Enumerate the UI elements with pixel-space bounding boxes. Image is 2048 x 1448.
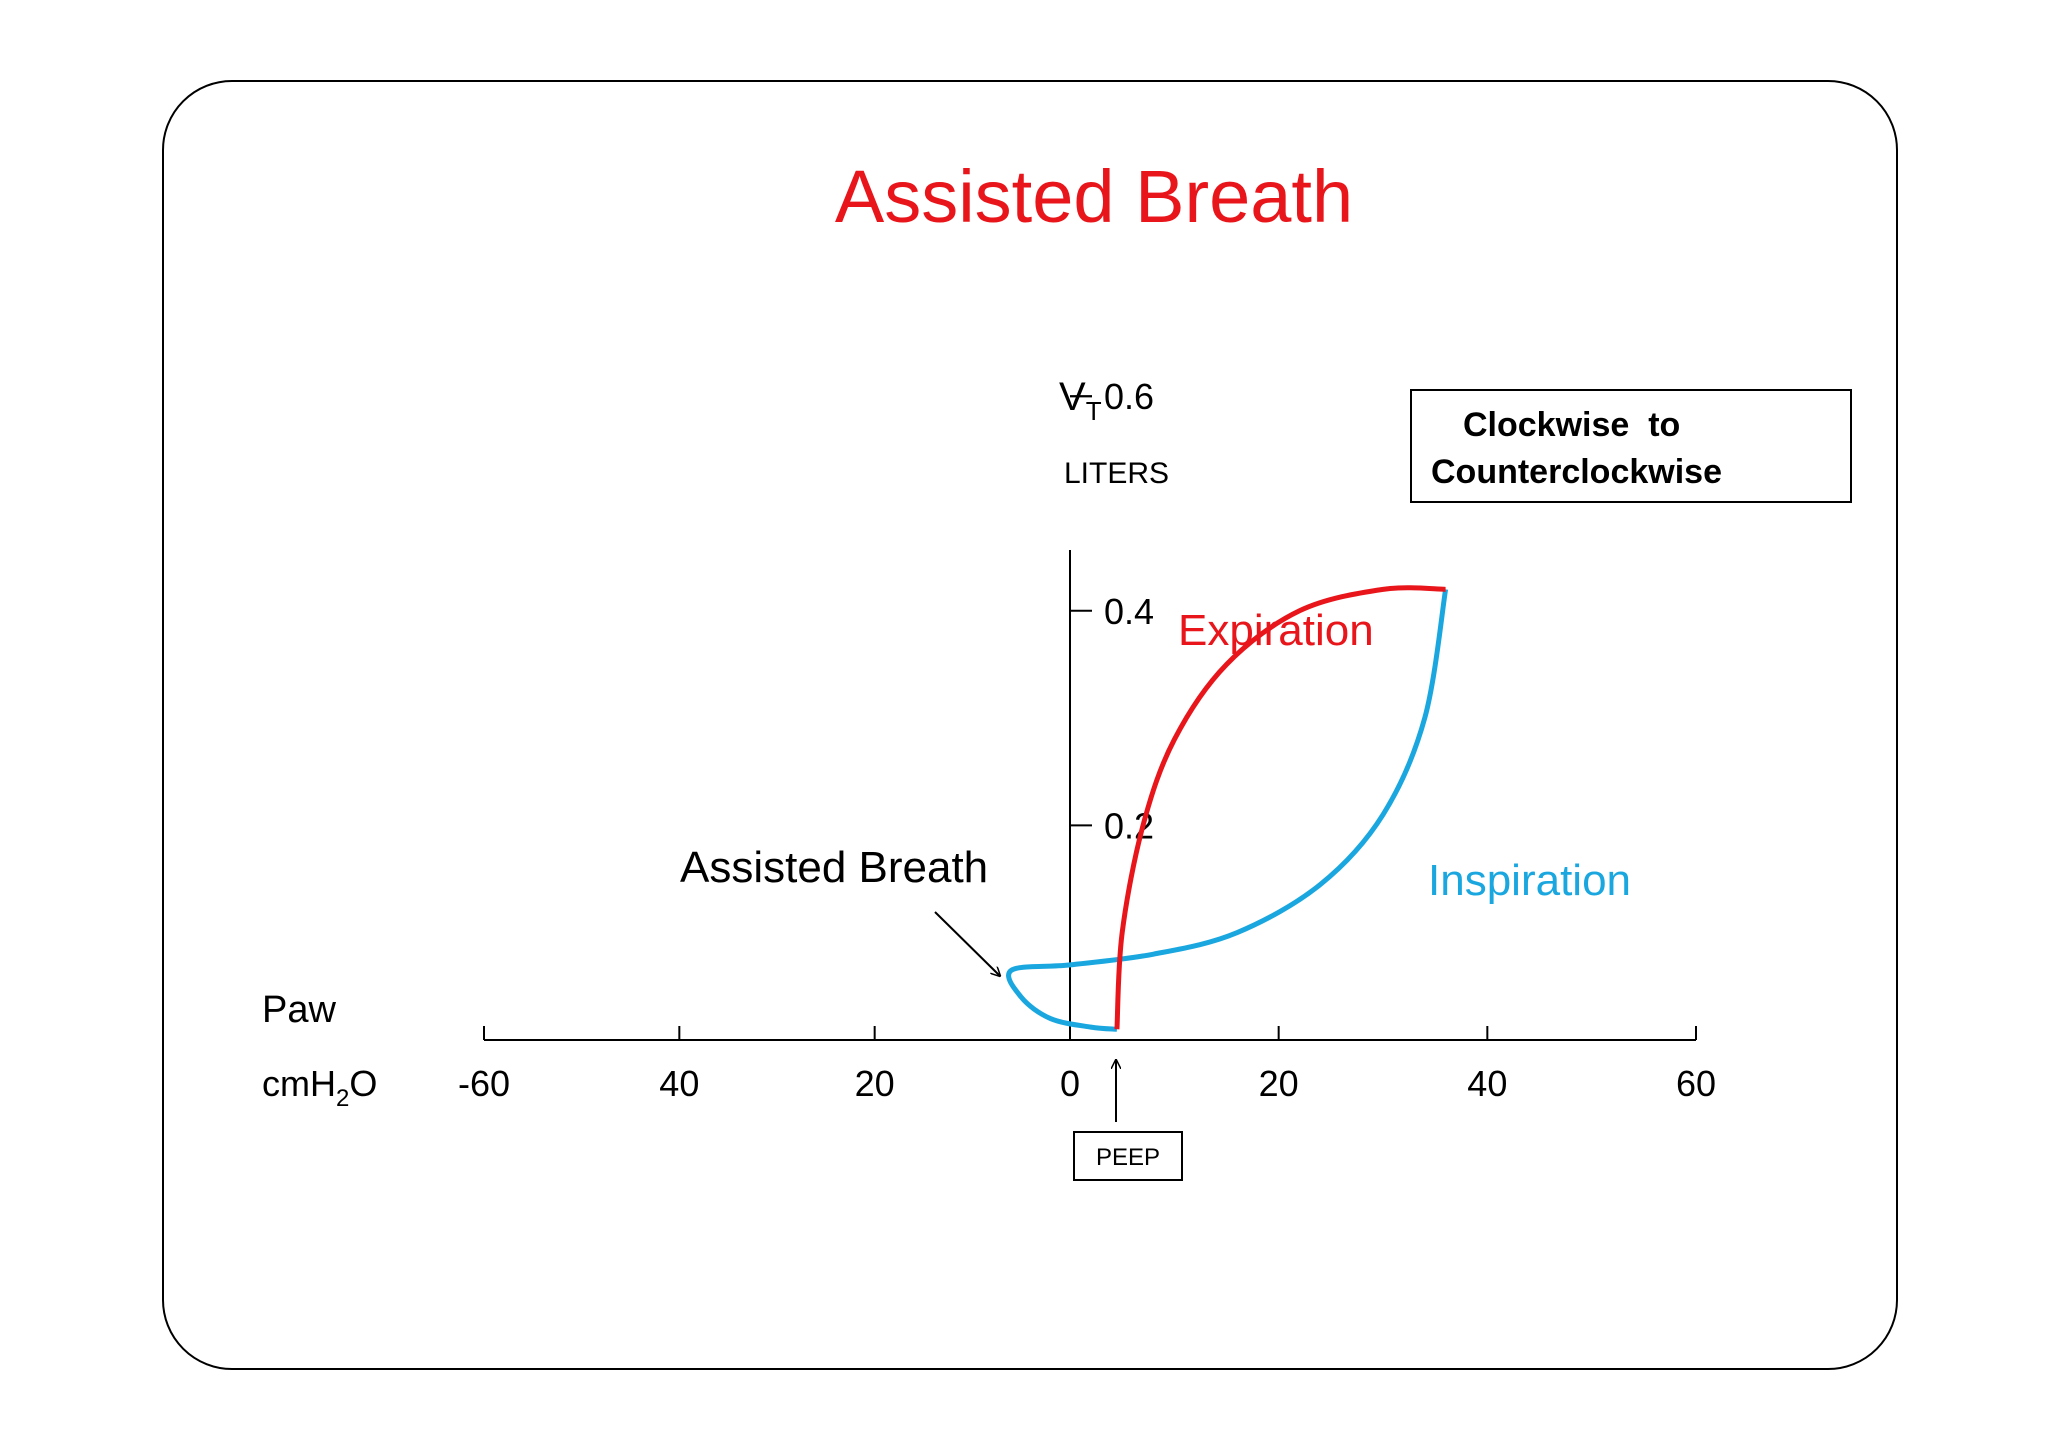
expiration-label: Expiration (1178, 606, 1374, 655)
y-tick-label: 0.6 (1104, 376, 1154, 417)
assisted-breath-arrow (934, 911, 1000, 976)
direction-line-1: Clockwise to (1463, 406, 1680, 444)
inspiration-label: Inspiration (1428, 856, 1631, 905)
y-ticks: 0.20.40.6 (1070, 376, 1154, 846)
series-line-inspiration (1006, 588, 1449, 1032)
y-axis-label: VT (1059, 375, 1102, 426)
x-ticks: -60 40 20 0 20 40 60 (458, 1026, 1716, 1104)
chart-svg: Assisted Breath VT LITERS Paw cmH2O -60 4… (262, 155, 1852, 1181)
peep-label: PEEP (1096, 1144, 1160, 1171)
y-tick-label: 0.4 (1104, 591, 1154, 632)
slide-frame: Assisted Breath VT LITERS Paw cmH2O -60 4… (162, 80, 1898, 1370)
peep-box (1073, 1131, 1183, 1181)
x-tick-label: 20 (855, 1063, 895, 1104)
x-tick-label: 60 (1676, 1063, 1716, 1104)
x-axis-label: Paw (262, 989, 336, 1031)
series-line-expiration (1114, 585, 1446, 1030)
direction-box (1410, 389, 1852, 503)
x-tick-label: 40 (659, 1063, 699, 1104)
series-layer (1006, 585, 1449, 1032)
chart-title: Assisted Breath (835, 155, 1353, 238)
x-tick-label: 40 (1467, 1063, 1507, 1104)
y-axis-unit: LITERS (1064, 457, 1169, 490)
x-tick-label: 20 (1259, 1063, 1299, 1104)
x-axis-unit: cmH2O (262, 1063, 377, 1112)
direction-line-2: Counterclockwise (1431, 453, 1722, 491)
assisted-breath-annotation: Assisted Breath (680, 843, 988, 892)
x-tick-label: 0 (1060, 1063, 1080, 1104)
x-tick-label: -60 (458, 1063, 510, 1104)
